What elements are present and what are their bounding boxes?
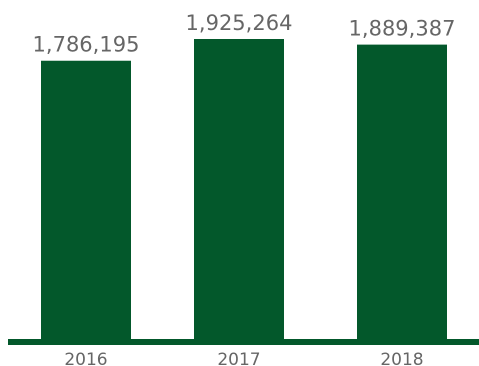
value-label-2018: 1,889,387	[349, 17, 456, 41]
value-labels-group: 1,786,195 1,925,264 1,889,387	[33, 11, 456, 57]
x-tick-label-2016: 2016	[64, 350, 107, 366]
x-tick-labels-group: 2016 2017 2018	[64, 350, 423, 366]
x-tick-label-2018: 2018	[380, 350, 423, 366]
bar-2016	[41, 60, 131, 341]
bar-2017	[194, 39, 284, 340]
bars-group	[41, 39, 447, 341]
x-tick-label-2017: 2017	[217, 350, 260, 366]
value-label-2016: 1,786,195	[33, 33, 140, 57]
bar-2018	[357, 44, 447, 340]
value-label-2017: 1,925,264	[186, 11, 293, 35]
